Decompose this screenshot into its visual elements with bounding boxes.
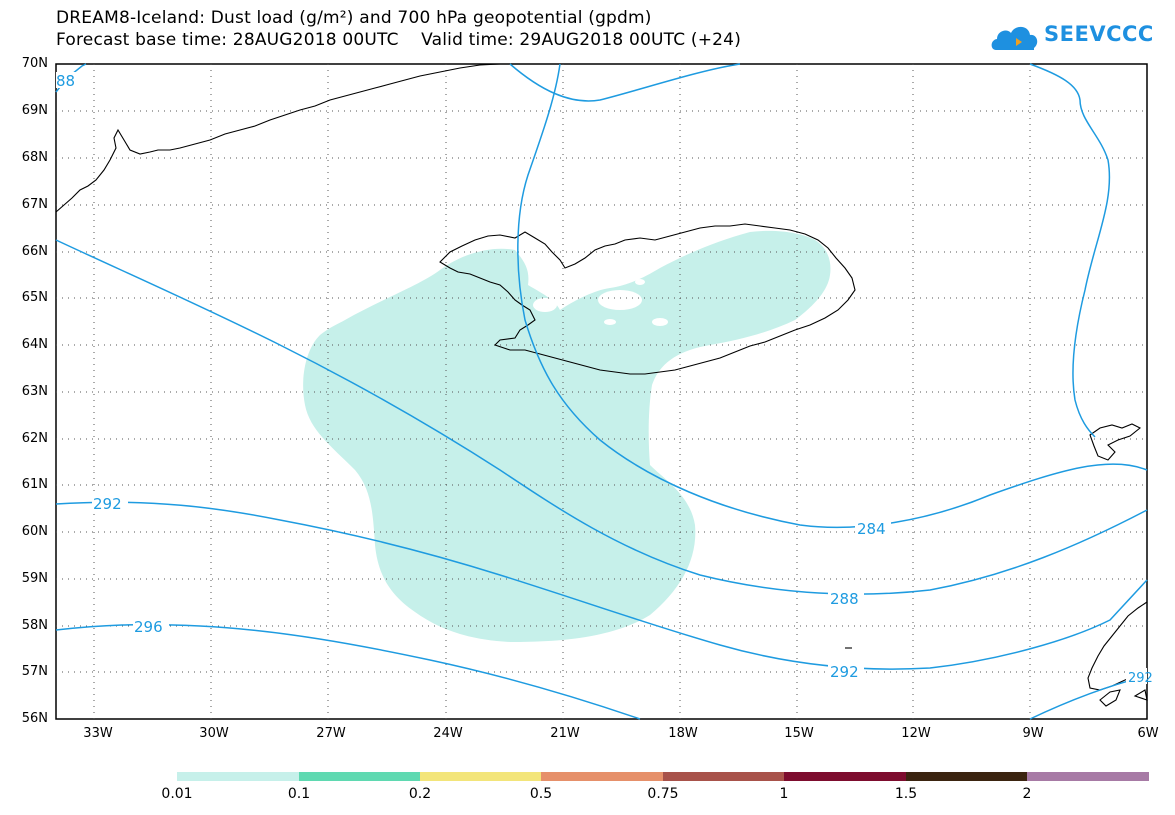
lat-label: 64N	[21, 337, 48, 352]
greenland-coast	[55, 63, 501, 213]
colorbar-swatch	[177, 772, 299, 781]
lon-label: 30W	[199, 726, 229, 741]
lat-label: 61N	[21, 477, 48, 492]
iceland-coast	[439, 223, 856, 375]
logo-text: SEEVCCC	[1044, 22, 1154, 46]
contour-284-top	[509, 63, 741, 102]
colorbar-label: 1.5	[894, 786, 918, 802]
contour-284	[517, 63, 1148, 529]
colorbar-swatch	[663, 772, 784, 781]
chart-title: DREAM8-Iceland: Dust load (g/m²) and 700…	[56, 8, 652, 28]
contour-label: 88	[56, 72, 75, 90]
lat-label: 57N	[21, 664, 48, 679]
faroe-coast	[1089, 423, 1142, 461]
colorbar-swatch	[541, 772, 663, 781]
contour-296	[55, 623, 641, 720]
lon-label: 33W	[83, 726, 113, 741]
contour-284-right	[1029, 63, 1111, 438]
contour-292	[55, 501, 1148, 670]
colorbar-label: 0.2	[408, 786, 432, 802]
lat-label: 59N	[21, 571, 48, 586]
lon-label: 21W	[550, 726, 580, 741]
lat-label: 58N	[21, 618, 48, 633]
colorbar-label: 2	[1022, 786, 1032, 802]
colorbar-label: 0.1	[287, 786, 311, 802]
colorbar-label: 0.75	[647, 786, 679, 802]
lon-label: 15W	[784, 726, 814, 741]
contour-label: 292	[1128, 671, 1153, 686]
lat-label: 69N	[21, 103, 48, 118]
contour-288	[55, 239, 1148, 595]
lat-label: 62N	[21, 431, 48, 446]
colorbar-label: 1	[779, 786, 789, 802]
dust-area	[303, 230, 831, 642]
lat-label: 70N	[21, 56, 48, 71]
lat-label: 60N	[21, 524, 48, 539]
colorbar-label: 0.5	[529, 786, 553, 802]
contour-label: 288	[830, 590, 859, 608]
lon-label: 24W	[433, 726, 463, 741]
lon-label: 18W	[668, 726, 698, 741]
colorbar-swatch	[299, 772, 420, 781]
lon-label: 9W	[1022, 726, 1044, 741]
lat-label: 63N	[21, 384, 48, 399]
lat-label: 66N	[21, 244, 48, 259]
contour-label: 292	[830, 663, 859, 681]
colorbar-swatch	[784, 772, 906, 781]
lon-label: 6W	[1137, 726, 1159, 741]
colorbar-swatch	[420, 772, 541, 781]
lat-label: 56N	[21, 711, 48, 726]
contour-label: 296	[134, 618, 163, 636]
contour-label: 284	[857, 520, 886, 538]
lat-label: 68N	[21, 150, 48, 165]
lat-label: 67N	[21, 197, 48, 212]
lon-label: 27W	[316, 726, 346, 741]
contour-label: 292	[93, 495, 122, 513]
lat-label: 65N	[21, 290, 48, 305]
scotland-coast	[1087, 601, 1148, 691]
chart-subtitle: Forecast base time: 28AUG2018 00UTC Vali…	[56, 30, 742, 50]
cloud-icon	[991, 26, 1038, 50]
colorbar	[177, 772, 1149, 781]
colorbar-label: 0.01	[161, 786, 193, 802]
colorbar-swatch	[906, 772, 1027, 781]
lon-label: 12W	[901, 726, 931, 741]
colorbar-swatch	[1027, 772, 1149, 781]
coastlines	[55, 63, 1148, 707]
